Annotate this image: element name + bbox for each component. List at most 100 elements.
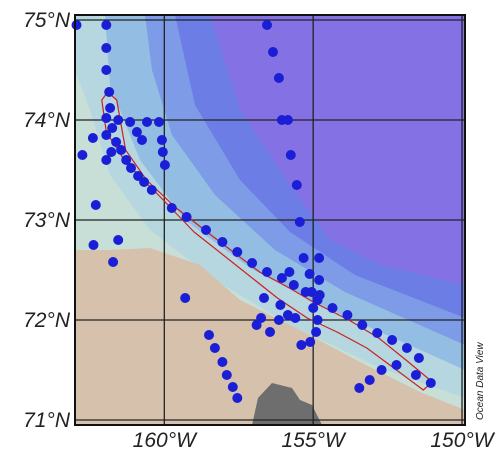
station-point [146, 185, 157, 195]
station-point [298, 253, 309, 263]
station-point [104, 87, 115, 97]
station-point [262, 267, 272, 277]
watermark: Ocean Data View [475, 342, 486, 420]
station-point [101, 20, 112, 30]
station-point [108, 257, 119, 267]
station-point [204, 330, 214, 340]
station-point [101, 43, 112, 53]
station-point [314, 290, 325, 300]
station-point [221, 370, 232, 380]
station-point [265, 327, 275, 337]
station-point [391, 360, 402, 370]
station-point [180, 293, 191, 303]
station-point [87, 133, 98, 143]
lon-tick-label: 155°W [282, 429, 347, 452]
station-point [304, 269, 315, 279]
station-point [156, 135, 167, 145]
station-point [288, 280, 299, 290]
station-point [116, 145, 127, 155]
station-point [259, 293, 269, 303]
map-frame [74, 14, 466, 426]
station-point [354, 383, 365, 393]
station-point [125, 117, 136, 127]
station-point [101, 155, 112, 165]
station-point [232, 393, 243, 403]
station-point [401, 343, 412, 353]
station-point [306, 287, 317, 297]
station-point [113, 235, 124, 245]
station-point [131, 127, 142, 137]
station-point [275, 300, 286, 310]
station-point [410, 370, 421, 380]
station-point [71, 20, 82, 30]
station-point [282, 115, 293, 125]
station-point [88, 240, 99, 250]
station-point [201, 225, 211, 235]
station-point [113, 115, 124, 125]
land-gray-area [252, 383, 322, 425]
graticule [75, 15, 465, 425]
station-point [268, 47, 278, 57]
station-point [101, 130, 112, 140]
station-point [157, 147, 168, 157]
station-point [285, 150, 296, 160]
station-point [126, 163, 136, 173]
station-point [413, 353, 424, 363]
station-point [262, 20, 272, 30]
station-point [142, 117, 152, 127]
station-point [425, 378, 436, 388]
station-point [106, 147, 117, 157]
lat-tick-label: 73°N [23, 209, 71, 232]
station-point [232, 247, 243, 257]
station-point [273, 315, 284, 325]
station-point [342, 310, 353, 320]
station-point [90, 200, 101, 210]
station-point [364, 375, 375, 385]
station-point [387, 335, 398, 345]
station-point [139, 177, 150, 187]
station-point [296, 340, 307, 350]
stations [71, 20, 436, 403]
station-point [273, 73, 284, 83]
station-point [282, 310, 293, 320]
lon-tick-label: 160°W [133, 429, 198, 452]
station-point [121, 155, 132, 165]
station-point [312, 315, 323, 325]
station-point [308, 303, 319, 313]
station-point [137, 135, 147, 145]
station-point [159, 160, 170, 170]
latitude-labels: 75°N 74°N 73°N 72°N 71°N [23, 9, 71, 432]
station-point [294, 217, 305, 227]
station-point [376, 365, 387, 375]
station-point [276, 273, 287, 283]
station-point [357, 320, 368, 330]
station-point [111, 137, 122, 147]
lon-tick-label: 150°W [430, 429, 495, 452]
station-point [311, 327, 322, 337]
station-point [101, 65, 112, 75]
station-point [314, 275, 325, 285]
station-point [209, 343, 220, 353]
station-point [107, 123, 118, 133]
station-point [227, 382, 238, 392]
longitude-labels: 160°W 155°W 150°W [133, 429, 496, 452]
station-point [247, 258, 258, 268]
station-point [181, 212, 192, 222]
station-point [284, 267, 295, 277]
station-point [372, 328, 383, 338]
station-point [217, 237, 228, 247]
lat-tick-label: 71°N [23, 409, 71, 432]
lat-tick-label: 74°N [23, 109, 71, 132]
station-point [251, 320, 262, 330]
lat-tick-label: 72°N [23, 309, 71, 332]
lat-tick-label: 75°N [23, 9, 71, 32]
station-point [166, 203, 177, 213]
station-point [327, 303, 338, 313]
station-point [77, 150, 88, 160]
station-point [217, 357, 228, 367]
station-point [305, 337, 316, 347]
station-point [291, 180, 302, 190]
station-point [105, 103, 116, 113]
station-point [101, 113, 112, 123]
